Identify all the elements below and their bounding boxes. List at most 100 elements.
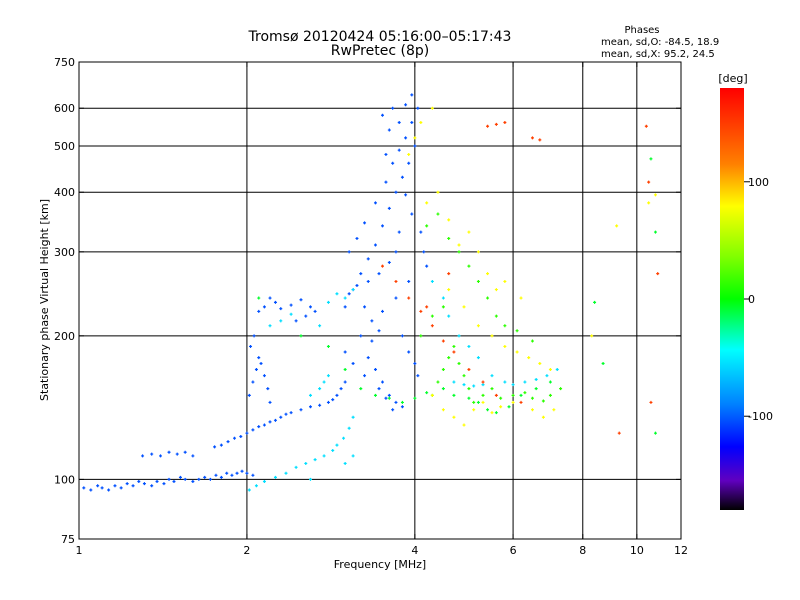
data-point [419,230,423,234]
data-point [457,334,461,338]
data-point [370,339,374,343]
data-point [548,380,552,384]
data-point [467,387,471,391]
data-point [407,279,411,283]
data-point [545,374,549,378]
data-point [366,356,370,360]
data-point [519,393,523,397]
data-point [289,411,293,415]
data-point [191,479,195,483]
data-point [617,431,621,435]
data-point [343,305,347,309]
data-point [384,180,388,184]
data-point [425,391,429,395]
data-point [284,471,288,475]
data-point [472,384,476,388]
data-point [96,484,100,488]
data-point [436,212,440,216]
y-tick-label: 600 [54,102,75,115]
data-point [351,415,355,419]
data-point [410,212,414,216]
data-point [213,445,217,449]
data-point [452,380,456,384]
data-point [380,113,384,117]
data-point [486,272,490,276]
data-point [326,344,330,348]
data-point [486,296,490,300]
data-point [347,426,351,430]
y-tick-label: 500 [54,140,75,153]
data-point [355,236,359,240]
data-point [240,469,244,473]
data-point [457,250,461,254]
data-point [494,314,498,318]
data-point [239,435,243,439]
data-point [534,377,538,381]
data-point [503,344,507,348]
data-point [397,121,401,125]
data-point [436,190,440,194]
data-point [499,396,503,400]
data-point [335,292,339,296]
data-point [331,448,335,452]
data-point [494,288,498,292]
data-point [384,396,388,400]
data-point [387,393,391,397]
chart-title: Tromsø 20120424 05:16:00–05:17:43 [248,29,512,45]
data-point [653,230,657,234]
data-point [380,380,384,384]
data-point [351,288,355,292]
data-point [377,387,381,391]
data-point [494,393,498,397]
data-point [447,314,451,318]
data-point [373,243,377,247]
data-point [413,396,417,400]
data-point [273,418,277,422]
data-point [441,305,445,309]
data-point [183,450,187,454]
colorbar-tick-label: -100 [748,410,773,423]
phase-info-heading: Phases [624,25,659,36]
data-point [436,380,440,384]
data-point [279,307,283,311]
data-point [289,312,293,316]
data-point [419,309,423,313]
data-point [268,420,272,424]
colorbar-ticks: 100 0 -100 [744,176,773,423]
data-point [326,374,330,378]
data-point [268,324,272,328]
data-point [377,329,381,333]
data-point [559,387,563,391]
data-point [530,339,534,343]
data-point [257,356,261,360]
data-point [416,106,420,110]
data-point [359,334,363,338]
data-point [208,477,212,481]
data-point [366,279,370,283]
data-point [351,361,355,365]
data-point [601,361,605,365]
data-point [404,103,408,107]
data-point [507,405,511,409]
data-point [430,106,434,110]
data-point [363,374,367,378]
data-point [462,383,466,387]
data-point [441,367,445,371]
data-point [387,128,391,132]
data-point [175,452,179,456]
x-axis-label: Frequency [MHz] [334,558,426,571]
data-point [273,300,277,304]
data-point [262,479,266,483]
data-point [647,180,651,184]
data-point [523,391,527,395]
data-point [254,484,258,488]
data-point [370,319,374,323]
data-point [377,272,381,276]
data-point [380,264,384,268]
data-point [247,393,251,397]
data-point [347,250,351,254]
data-point [137,479,141,483]
x-axis-ticks: 1 2 4 6 8 10 12 [76,62,688,557]
phase-info-x: mean, sd,X: 95.2, 24.5 [601,49,715,60]
data-point [394,400,398,404]
